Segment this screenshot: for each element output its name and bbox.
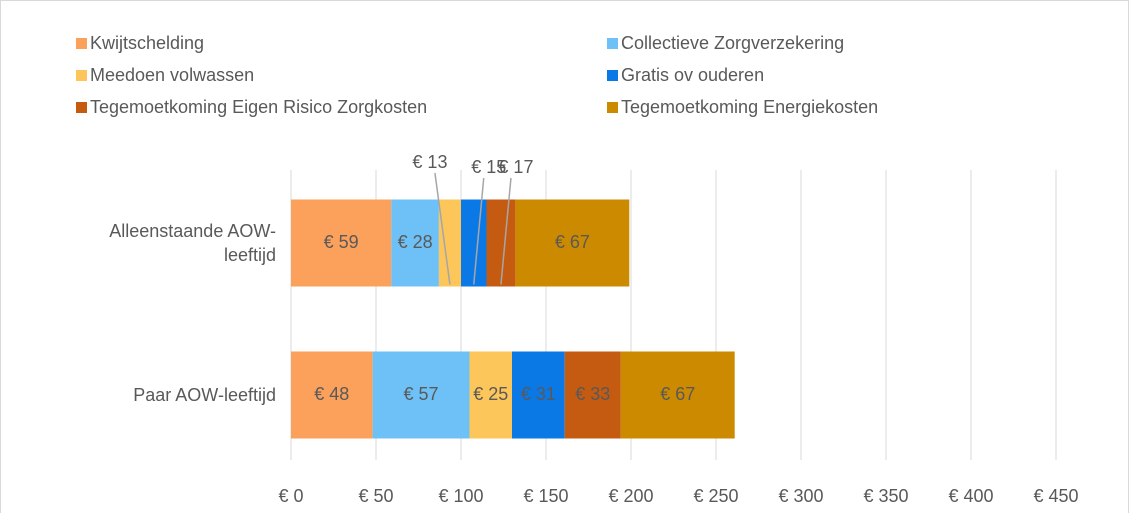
data-label: € 28 <box>398 232 433 252</box>
data-label: € 15 <box>471 157 506 177</box>
legend-swatch <box>76 38 87 49</box>
bar-segment <box>372 351 470 439</box>
x-tick-label: € 100 <box>438 486 483 506</box>
leader-line <box>500 177 512 285</box>
data-label: € 67 <box>555 232 590 252</box>
legend-swatch <box>607 102 618 113</box>
data-label: € 48 <box>314 384 349 404</box>
data-label: € 67 <box>660 384 695 404</box>
legend-swatch <box>76 70 87 81</box>
legend-swatch <box>607 38 618 49</box>
x-tick-label: € 300 <box>778 486 823 506</box>
leader-line <box>473 177 485 285</box>
data-label: € 25 <box>473 384 508 404</box>
bar-segment <box>486 199 516 287</box>
leader-line <box>434 172 451 285</box>
x-tick-label: € 200 <box>608 486 653 506</box>
legend-label: Kwijtschelding <box>90 33 204 53</box>
x-tick-label: € 0 <box>278 486 303 506</box>
bar-segment <box>391 199 439 287</box>
x-tick-label: € 250 <box>693 486 738 506</box>
bar-segment <box>564 351 621 439</box>
data-label: € 17 <box>498 157 533 177</box>
data-label: € 13 <box>412 152 447 172</box>
legend-label: Tegemoetkoming Eigen Risico Zorgkosten <box>90 97 427 117</box>
legend-label: Tegemoetkoming Energiekosten <box>621 97 878 117</box>
bar-segment <box>461 199 487 287</box>
data-label: € 31 <box>521 384 556 404</box>
data-label: € 57 <box>404 384 439 404</box>
y-tick-label: Paar AOW-leeftijd <box>133 385 276 405</box>
bar-segment <box>620 351 735 439</box>
bar-segment <box>512 351 565 439</box>
data-label: € 33 <box>575 384 610 404</box>
legend-label: Collectieve Zorgverzekering <box>621 33 844 53</box>
legend-swatch <box>607 70 618 81</box>
bar-segment <box>291 351 373 439</box>
bar-segment <box>438 199 461 287</box>
bar-segment <box>291 199 392 287</box>
x-tick-label: € 350 <box>863 486 908 506</box>
x-tick-label: € 150 <box>523 486 568 506</box>
x-tick-label: € 450 <box>1033 486 1078 506</box>
bar-segment <box>469 351 512 439</box>
legend-swatch <box>76 102 87 113</box>
x-tick-label: € 50 <box>358 486 393 506</box>
y-tick-label: Alleenstaande AOW-leeftijd <box>109 221 276 265</box>
legend-label: Meedoen volwassen <box>90 65 254 85</box>
x-tick-label: € 400 <box>948 486 993 506</box>
data-label: € 59 <box>324 232 359 252</box>
legend-label: Gratis ov ouderen <box>621 65 764 85</box>
bar-segment <box>515 199 630 287</box>
